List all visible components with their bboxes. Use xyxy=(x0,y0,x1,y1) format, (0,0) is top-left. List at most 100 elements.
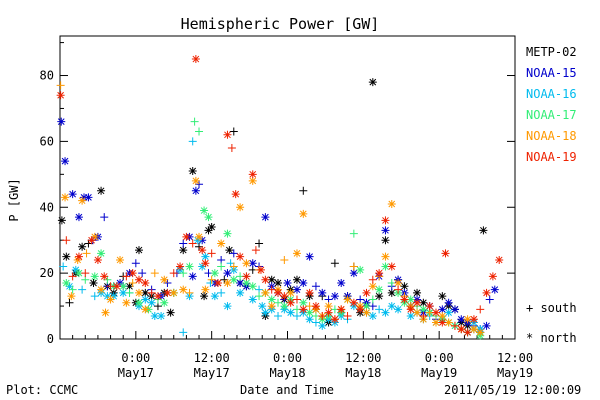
point-north xyxy=(97,186,106,195)
point-north xyxy=(201,285,210,294)
point-north xyxy=(160,275,169,284)
point-north xyxy=(330,292,339,301)
point-north xyxy=(231,190,240,199)
point-north xyxy=(450,305,459,314)
point-south xyxy=(195,127,204,136)
y-axis: 0 20 40 60 80 xyxy=(40,42,515,346)
point-north xyxy=(201,252,210,261)
point-south xyxy=(188,239,197,248)
point-north xyxy=(179,246,188,255)
point-south xyxy=(62,236,71,245)
point-north xyxy=(78,196,87,205)
legend-item-noaa-16: NOAA-16 xyxy=(526,87,577,101)
point-north xyxy=(406,305,415,314)
point-south xyxy=(217,288,226,297)
point-north xyxy=(223,269,232,278)
point-north xyxy=(286,288,295,297)
x-tick-date-label: May18 xyxy=(345,366,381,380)
point-north xyxy=(191,176,200,185)
point-north xyxy=(62,252,71,261)
point-north xyxy=(406,311,415,320)
point-north xyxy=(248,259,257,268)
point-north xyxy=(469,315,478,324)
point-north xyxy=(495,255,504,264)
x-tick-time-label: 0:00 xyxy=(121,351,150,365)
point-south xyxy=(59,262,68,271)
point-north xyxy=(343,295,352,304)
point-north xyxy=(381,226,390,235)
point-north xyxy=(261,213,270,222)
point-north xyxy=(400,295,409,304)
point-south xyxy=(90,292,99,301)
point-north xyxy=(387,199,396,208)
point-north xyxy=(166,308,175,317)
point-north xyxy=(381,252,390,261)
point-north xyxy=(479,226,488,235)
point-north xyxy=(223,229,232,238)
x-tick-date-label: May17 xyxy=(118,366,154,380)
point-south xyxy=(82,249,91,258)
point-north xyxy=(444,298,453,307)
point-north xyxy=(438,318,447,327)
point-north xyxy=(406,295,415,304)
series-noaa-19 xyxy=(56,55,504,337)
point-north xyxy=(100,272,109,281)
point-north xyxy=(57,117,66,126)
point-north xyxy=(362,302,371,311)
x-tick-time-label: 12:00 xyxy=(345,351,381,365)
point-north xyxy=(394,279,403,288)
point-north xyxy=(457,315,466,324)
point-south xyxy=(81,269,90,278)
point-north xyxy=(116,279,125,288)
x-tick-date-label: May19 xyxy=(421,366,457,380)
legend-item-noaa-17: NOAA-17 xyxy=(526,108,577,122)
point-north xyxy=(438,305,447,314)
point-north xyxy=(356,265,365,274)
x-tick-time-label: 12:00 xyxy=(497,351,533,365)
point-south xyxy=(185,288,194,297)
point-north xyxy=(337,305,346,314)
point-north xyxy=(90,272,99,281)
point-north xyxy=(141,305,150,314)
point-north xyxy=(112,282,121,291)
marker-legend-north: * north xyxy=(526,331,577,345)
point-north xyxy=(122,298,131,307)
point-north xyxy=(318,288,327,297)
point-north xyxy=(419,305,428,314)
point-north xyxy=(488,272,497,281)
point-north xyxy=(134,275,143,284)
point-south xyxy=(206,279,215,288)
point-north xyxy=(381,236,390,245)
point-north xyxy=(444,308,453,317)
point-south xyxy=(227,143,236,152)
point-north xyxy=(103,292,112,301)
point-north xyxy=(89,279,98,288)
point-north xyxy=(73,255,82,264)
point-north xyxy=(198,246,207,255)
point-north xyxy=(213,279,222,288)
point-north xyxy=(210,269,219,278)
point-north xyxy=(80,193,89,202)
point-south xyxy=(318,311,327,320)
point-south xyxy=(179,239,188,248)
point-north xyxy=(134,246,143,255)
point-north xyxy=(261,308,270,317)
point-south xyxy=(68,285,77,294)
point-north xyxy=(141,288,150,297)
point-north xyxy=(299,298,308,307)
point-south xyxy=(100,213,109,222)
point-south xyxy=(229,249,238,258)
point-north xyxy=(109,292,118,301)
point-north xyxy=(188,167,197,176)
point-north xyxy=(225,246,234,255)
point-south xyxy=(207,275,216,284)
point-north xyxy=(413,288,422,297)
point-north xyxy=(84,193,93,202)
point-north xyxy=(56,91,65,100)
point-north xyxy=(90,232,99,241)
point-north xyxy=(444,318,453,327)
point-north xyxy=(432,308,441,317)
x-tick-date-label: May19 xyxy=(497,366,533,380)
point-north xyxy=(381,262,390,271)
